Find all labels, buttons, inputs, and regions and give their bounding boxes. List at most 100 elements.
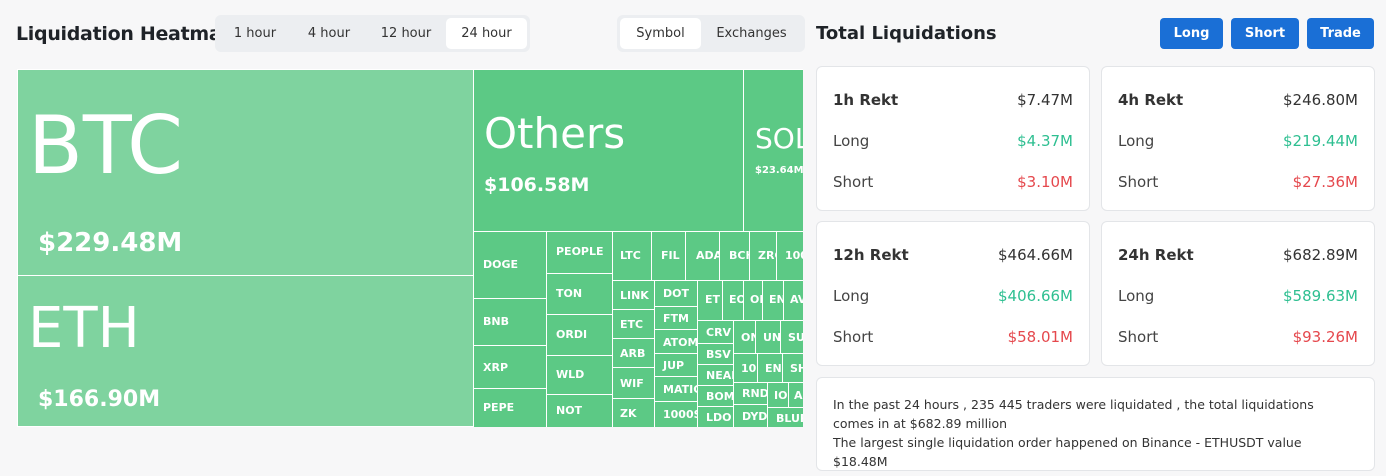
tile-others[interactable]: Others $106.58M: [473, 69, 744, 232]
tile-100[interactable]: 100: [776, 231, 803, 281]
tile-symbol: ETC: [620, 318, 644, 331]
tile-zro[interactable]: ZRO: [749, 231, 777, 281]
tile-symbol: SH: [790, 362, 803, 375]
tile-symbol: Others: [484, 109, 626, 158]
view-symbol[interactable]: Symbol: [620, 18, 701, 49]
short-button[interactable]: Short: [1231, 18, 1299, 49]
tile-symbol: SOL: [755, 122, 803, 155]
view-exchanges[interactable]: Exchanges: [716, 26, 787, 41]
long-button[interactable]: Long: [1160, 18, 1223, 49]
tile-bom[interactable]: BOM: [697, 385, 734, 407]
long-label: Long: [833, 287, 870, 305]
rekt-card-4h: 4h Rekt $246.80M Long $219.44M Short $27.36…: [1101, 66, 1375, 211]
tile-xrp[interactable]: XRP: [473, 345, 547, 389]
tile-ftm[interactable]: FTM: [654, 306, 698, 330]
tile-ada[interactable]: ADA: [685, 231, 720, 281]
tile-link[interactable]: LINK: [612, 280, 655, 310]
tile-symbol: ON: [741, 331, 755, 344]
tile-near[interactable]: NEAR: [697, 364, 734, 386]
total-liquidations-title: Total Liquidations: [816, 23, 997, 44]
tile-oi[interactable]: OI: [743, 280, 763, 321]
tile-un[interactable]: UN: [755, 320, 781, 354]
tile-ldo[interactable]: LDO: [697, 406, 734, 427]
tile-atom[interactable]: ATOM: [654, 329, 698, 354]
tile-symbol: EO: [729, 293, 743, 306]
timeframe-selector: 1 hour 4 hour 12 hour 24 hour: [215, 15, 530, 52]
short-label: Short: [833, 328, 874, 346]
tile-dyd[interactable]: DYD: [733, 404, 768, 427]
timeframe-12-hour[interactable]: 12 hour: [380, 26, 432, 41]
tile-amount: $23.64M: [755, 165, 803, 176]
tile-ordi[interactable]: ORDI: [546, 314, 613, 356]
tile-et[interactable]: ET: [697, 280, 723, 321]
tile-bsv[interactable]: BSV: [697, 343, 734, 365]
tile-symbol: PEOPLE: [556, 245, 604, 258]
tile-rnd[interactable]: RND: [733, 382, 768, 405]
tile-etc[interactable]: ETC: [612, 309, 655, 339]
tile-io[interactable]: IO: [767, 382, 789, 408]
tile-ltc[interactable]: LTC: [612, 231, 652, 281]
tile-sh[interactable]: SH: [782, 353, 803, 383]
tile-wld[interactable]: WLD: [546, 355, 613, 395]
timeframe-24-hour[interactable]: 24 hour: [446, 18, 527, 49]
tile-symbol: ET: [705, 293, 721, 306]
tile-symbol: FIL: [661, 249, 680, 262]
tile-en-2[interactable]: EN: [757, 353, 783, 383]
tile-ai[interactable]: AI: [788, 382, 803, 408]
tile-arb[interactable]: ARB: [612, 338, 655, 368]
tile-symbol: FTM: [663, 312, 689, 325]
tile-on[interactable]: ON: [733, 320, 756, 354]
tile-crv[interactable]: CRV: [697, 320, 734, 344]
tile-symbol: LTC: [620, 249, 641, 262]
tile-su[interactable]: SU: [780, 320, 803, 354]
tile-symbol: UN: [763, 331, 781, 344]
short-value: $58.01M: [1007, 328, 1073, 346]
tile-av[interactable]: AV: [783, 280, 803, 321]
tile-1000s[interactable]: 1000S: [654, 401, 698, 427]
trade-button[interactable]: Trade: [1307, 18, 1374, 49]
tile-not[interactable]: NOT: [546, 394, 613, 427]
tile-fil[interactable]: FIL: [651, 231, 686, 281]
tile-symbol: IO: [774, 389, 788, 402]
tile-pepe[interactable]: PEPE: [473, 388, 547, 427]
tile-symbol: ORDI: [556, 328, 588, 341]
tile-wif[interactable]: WIF: [612, 367, 655, 399]
card-total: $464.66M: [998, 246, 1073, 264]
tile-symbol: ADA: [696, 249, 720, 262]
long-value: $4.37M: [1017, 132, 1073, 150]
tile-symbol: EN: [769, 293, 783, 306]
tile-sol[interactable]: SOL $23.64M: [743, 69, 803, 232]
timeframe-4-hour[interactable]: 4 hour: [307, 26, 351, 41]
tile-blur[interactable]: BLUR: [767, 407, 803, 427]
tile-eth[interactable]: ETH $166.90M: [17, 275, 474, 427]
tile-symbol: ZK: [620, 407, 637, 420]
tile-people[interactable]: PEOPLE: [546, 231, 613, 274]
tile-symbol: SU: [788, 331, 803, 344]
tile-matic[interactable]: MATIC: [654, 376, 698, 402]
tile-symbol: BCH: [729, 249, 749, 262]
short-label: Short: [1118, 173, 1159, 191]
tile-bch[interactable]: BCH: [719, 231, 750, 281]
tile-doge[interactable]: DOGE: [473, 231, 547, 299]
tile-btc[interactable]: BTC $229.48M: [17, 69, 474, 276]
tile-zk[interactable]: ZK: [612, 398, 655, 427]
tile-dot[interactable]: DOT: [654, 280, 698, 307]
summary-line-1: In the past 24 hours , 235 445 traders w…: [833, 397, 1314, 431]
tile-en[interactable]: EN: [762, 280, 784, 321]
tile-ton[interactable]: TON: [546, 273, 613, 315]
tile-symbol: EN: [765, 362, 782, 375]
card-title: 24h Rekt: [1118, 246, 1194, 264]
tile-10[interactable]: 10: [733, 353, 758, 383]
tile-jup[interactable]: JUP: [654, 353, 698, 377]
tile-symbol: BLUR: [776, 412, 803, 425]
long-value: $219.44M: [1283, 132, 1358, 150]
tile-eo[interactable]: EO: [722, 280, 744, 321]
short-value: $27.36M: [1292, 173, 1358, 191]
liquidation-summary: In the past 24 hours , 235 445 traders w…: [816, 377, 1375, 471]
tile-symbol: BTC: [28, 99, 183, 192]
tile-bnb[interactable]: BNB: [473, 298, 547, 346]
card-title: 1h Rekt: [833, 91, 899, 109]
tile-symbol: BOM: [706, 390, 734, 403]
timeframe-1-hour[interactable]: 1 hour: [233, 26, 277, 41]
short-value: $3.10M: [1017, 173, 1073, 191]
